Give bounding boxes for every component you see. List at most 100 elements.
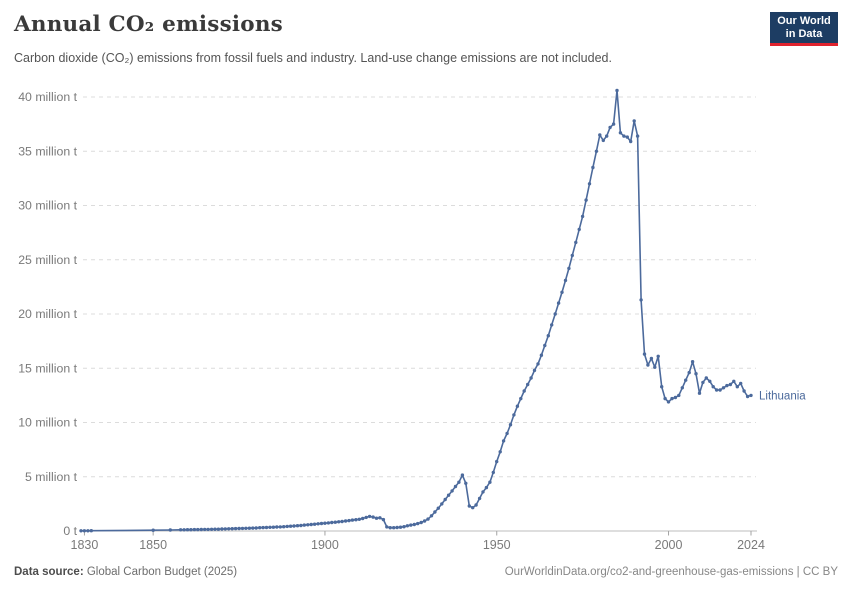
data-point [364, 515, 368, 520]
data-point [168, 528, 172, 532]
data-point [471, 506, 475, 510]
data-point [484, 485, 489, 490]
data-point [409, 523, 413, 527]
data-point [505, 431, 509, 436]
owid-logo-line1: Our World [777, 14, 831, 27]
data-point [426, 517, 430, 521]
data-point [512, 413, 516, 417]
data-point [742, 389, 746, 393]
data-point [453, 484, 458, 489]
data-point [663, 396, 667, 401]
data-point [529, 376, 533, 380]
data-point [704, 376, 708, 380]
data-point [192, 527, 197, 532]
data-point [587, 182, 592, 186]
data-point [288, 524, 293, 528]
data-point [302, 523, 306, 527]
data-point [515, 404, 520, 408]
data-point [690, 360, 695, 364]
chart-subtitle: Carbon dioxide (CO₂) emissions from foss… [14, 51, 612, 65]
data-point [673, 395, 678, 400]
data-point [271, 525, 276, 529]
data-point [560, 290, 564, 294]
data-point [457, 480, 461, 484]
data-point [443, 497, 447, 502]
data-point [670, 396, 674, 401]
data-point [323, 521, 327, 525]
data-point [185, 528, 190, 532]
data-point [233, 526, 238, 531]
data-point [419, 520, 423, 525]
data-point [632, 119, 636, 123]
data-point [347, 518, 351, 523]
x-tick-label: 2024 [737, 538, 765, 552]
data-point [711, 385, 715, 389]
data-point [666, 400, 671, 404]
data-point [240, 526, 245, 531]
data-point [343, 519, 348, 523]
data-point [223, 527, 227, 531]
data-point [594, 149, 599, 153]
y-tick-label: 30 million t [18, 199, 77, 213]
data-point [611, 122, 616, 126]
data-point [519, 396, 523, 401]
data-point [405, 524, 410, 528]
data-point [371, 515, 375, 519]
data-point [436, 506, 440, 510]
data-point [498, 450, 502, 454]
data-point [422, 519, 427, 523]
data-point [450, 489, 454, 493]
data-point [474, 503, 478, 507]
footer-license-link[interactable]: CC BY [802, 566, 838, 578]
series-label[interactable]: Lithuania [759, 390, 806, 402]
series-line [80, 89, 752, 532]
x-tick-label: 1830 [71, 538, 99, 552]
data-point [677, 393, 681, 398]
data-point [357, 517, 361, 521]
data-point [299, 523, 303, 528]
data-point [536, 362, 540, 366]
data-point [687, 370, 691, 375]
data-point [460, 473, 465, 477]
x-tick-label: 2000 [655, 538, 683, 552]
data-source-value: Global Carbon Budget (2025) [83, 566, 238, 578]
data-point [580, 214, 585, 219]
data-point [333, 520, 337, 524]
y-tick-label: 25 million t [18, 253, 77, 267]
data-point [82, 529, 87, 533]
data-point [285, 524, 289, 529]
x-tick-label: 1900 [311, 538, 339, 552]
owid-logo-line2: in Data [785, 27, 823, 40]
owid-logo[interactable]: Our World in Data [770, 12, 838, 46]
data-point [577, 227, 581, 232]
data-point [635, 134, 640, 138]
data-point [227, 527, 231, 531]
data-point [337, 520, 341, 524]
data-point [708, 379, 712, 383]
data-point [477, 496, 482, 501]
data-point [261, 525, 265, 530]
data-source-label: Data source: [14, 566, 84, 578]
footer-url-link[interactable]: OurWorldinData.org/co2-and-greenhouse-ga… [504, 566, 794, 578]
data-point [574, 240, 578, 245]
data-point [189, 528, 193, 532]
data-point [213, 527, 217, 531]
data-point [629, 139, 633, 144]
data-point [481, 490, 485, 494]
data-source: Data source: Global Carbon Budget (2025) [14, 566, 237, 578]
data-point [608, 125, 612, 130]
data-point [615, 88, 619, 93]
data-point [556, 301, 561, 305]
data-point [721, 386, 726, 390]
data-point [522, 389, 526, 393]
data-point [501, 439, 506, 443]
data-point [268, 525, 272, 529]
data-point [151, 528, 155, 532]
data-point [491, 470, 495, 475]
data-point [306, 523, 310, 527]
data-point [251, 526, 255, 530]
data-point [601, 138, 605, 143]
data-point [728, 382, 733, 387]
data-point [653, 365, 657, 369]
